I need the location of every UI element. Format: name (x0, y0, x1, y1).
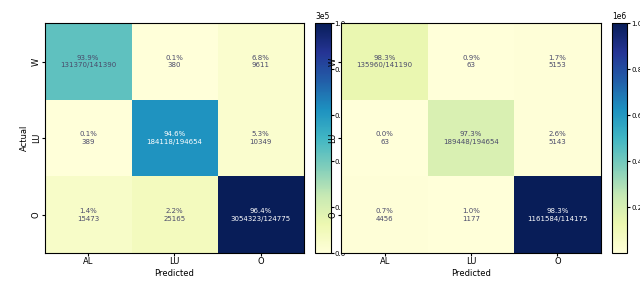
X-axis label: Predicted: Predicted (154, 269, 195, 278)
Text: 96.4%
3054323/124775: 96.4% 3054323/124775 (230, 208, 291, 222)
X-axis label: Predicted: Predicted (451, 269, 491, 278)
Text: 0.7%
4456: 0.7% 4456 (376, 208, 394, 222)
Text: 94.6%
184118/194654: 94.6% 184118/194654 (147, 132, 202, 145)
Text: 0.1%
389: 0.1% 389 (79, 132, 97, 145)
Title: 3e5: 3e5 (316, 12, 330, 21)
Text: 6.8%
9611: 6.8% 9611 (252, 55, 270, 68)
Text: 0.0%
63: 0.0% 63 (376, 132, 394, 145)
Text: 98.3%
135960/141190: 98.3% 135960/141190 (356, 55, 413, 68)
Text: 0.1%
380: 0.1% 380 (166, 55, 183, 68)
Text: 0.9%
63: 0.9% 63 (462, 55, 480, 68)
Text: 5.3%
10349: 5.3% 10349 (250, 132, 272, 145)
Text: 2.2%
25165: 2.2% 25165 (163, 208, 186, 222)
Text: 1.0%
1177: 1.0% 1177 (462, 208, 480, 222)
Text: 93.9%
131370/141390: 93.9% 131370/141390 (60, 55, 116, 68)
Text: 1.7%
5153: 1.7% 5153 (548, 55, 566, 68)
Text: 1.4%
15473: 1.4% 15473 (77, 208, 99, 222)
Text: 98.3%
1161584/114175: 98.3% 1161584/114175 (527, 208, 588, 222)
Text: 2.6%
5143: 2.6% 5143 (548, 132, 566, 145)
Y-axis label: Actual: Actual (20, 125, 29, 151)
Text: 97.3%
189448/194654: 97.3% 189448/194654 (444, 132, 499, 145)
Title: 1e6: 1e6 (612, 12, 627, 21)
